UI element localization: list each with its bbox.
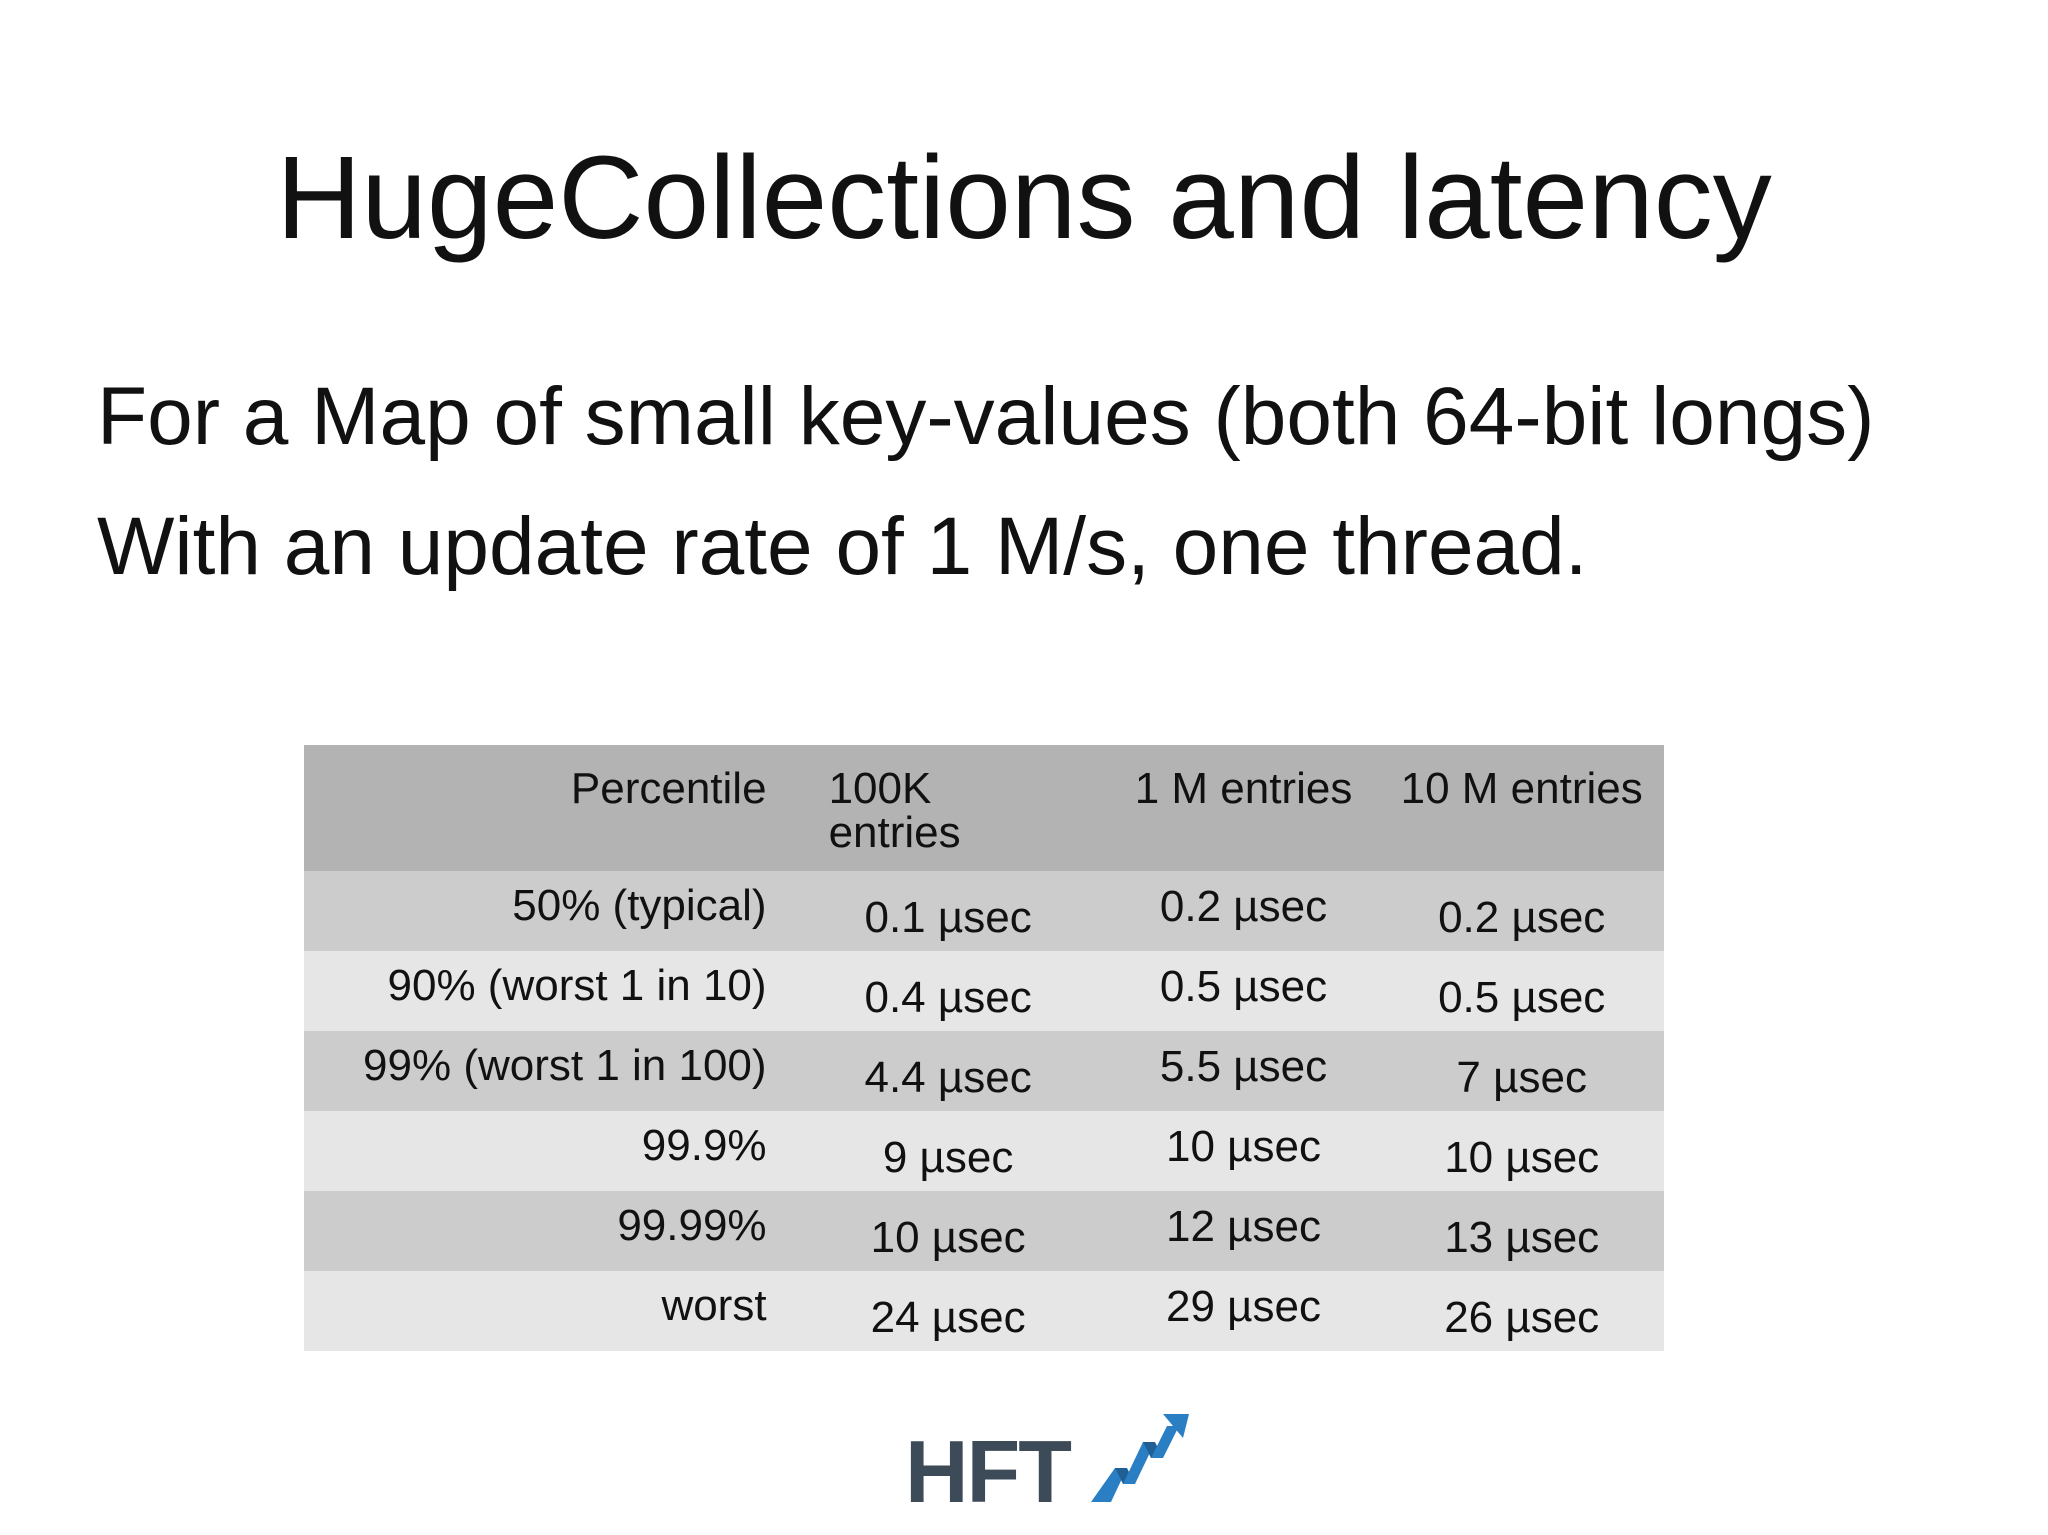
header-10m-entries: 10 M entries xyxy=(1400,764,1643,813)
rising-chart-arrow-icon xyxy=(1091,1414,1189,1502)
value-10m-cell: 13 µsec xyxy=(1444,1213,1600,1262)
value-100k-cell: 0.1 µsec xyxy=(864,893,1032,942)
percentile-cell: worst xyxy=(661,1281,767,1330)
logo-text: HFT xyxy=(905,1422,1072,1521)
value-100k-cell: 9 µsec xyxy=(882,1133,1014,1182)
value-1m-cell: 10 µsec xyxy=(1166,1122,1321,1171)
percentile-cell: 50% (typical) xyxy=(512,881,767,930)
value-100k-cell: 4.4 µsec xyxy=(864,1053,1032,1102)
table-row: 50% (typical) 0.1 µsec 0.2 µsec 0.2 µsec xyxy=(304,871,1664,951)
table-row: worst 24 µsec 29 µsec 26 µsec xyxy=(304,1271,1664,1351)
header-row: Percentile 100K entries 1 M entries 10 M … xyxy=(304,745,1664,871)
latency-table: Percentile 100K entries 1 M entries 10 M … xyxy=(304,745,1664,1351)
slide-title: HugeCollections and latency xyxy=(276,132,1772,264)
header-1m-entries: 1 M entries xyxy=(1134,764,1353,813)
table-row: 99.99% 10 µsec 12 µsec 13 µsec xyxy=(304,1191,1664,1271)
body-text-line-2: With an update rate of 1 M/s, one thread… xyxy=(97,501,1588,592)
value-10m-cell: 0.2 µsec xyxy=(1438,893,1606,942)
header-100k-line2: entries xyxy=(828,808,961,857)
header-100k-line1: 100K xyxy=(828,764,932,813)
value-100k-cell: 10 µsec xyxy=(870,1213,1026,1262)
value-1m-cell: 29 µsec xyxy=(1166,1282,1321,1331)
value-100k-cell: 24 µsec xyxy=(870,1293,1026,1342)
table-header: Percentile 100K entries 1 M entries 10 M … xyxy=(304,745,1664,871)
value-1m-cell: 5.5 µsec xyxy=(1159,1042,1328,1091)
value-1m-cell: 0.5 µsec xyxy=(1159,962,1328,1011)
table-row: 99.9% 9 µsec 10 µsec 10 µsec xyxy=(304,1111,1664,1191)
table-row: 99% (worst 1 in 100) 4.4 µsec 5.5 µsec 7… xyxy=(304,1031,1664,1111)
body-text-line-1: For a Map of small key-values (both 64-b… xyxy=(97,371,1875,462)
value-10m-cell: 10 µsec xyxy=(1444,1133,1600,1182)
percentile-cell: 99% (worst 1 in 100) xyxy=(363,1041,767,1090)
table-body: 50% (typical) 0.1 µsec 0.2 µsec 0.2 µsec… xyxy=(304,871,1664,1351)
percentile-cell: 99.9% xyxy=(641,1121,767,1170)
value-10m-cell: 7 µsec xyxy=(1456,1053,1587,1102)
header-percentile: Percentile xyxy=(570,764,767,813)
value-1m-cell: 0.2 µsec xyxy=(1159,882,1328,931)
table-row: 90% (worst 1 in 10) 0.4 µsec 0.5 µsec 0.… xyxy=(304,951,1664,1031)
header-100k-entries: 100K entries xyxy=(789,745,1108,871)
value-10m-cell: 26 µsec xyxy=(1444,1293,1600,1342)
percentile-cell: 99.99% xyxy=(617,1201,767,1250)
percentile-cell: 90% (worst 1 in 10) xyxy=(387,961,767,1010)
value-10m-cell: 0.5 µsec xyxy=(1438,973,1606,1022)
hft-logo: HFT xyxy=(905,1410,1195,1516)
value-100k-cell: 0.4 µsec xyxy=(864,973,1032,1022)
value-1m-cell: 12 µsec xyxy=(1166,1202,1321,1251)
